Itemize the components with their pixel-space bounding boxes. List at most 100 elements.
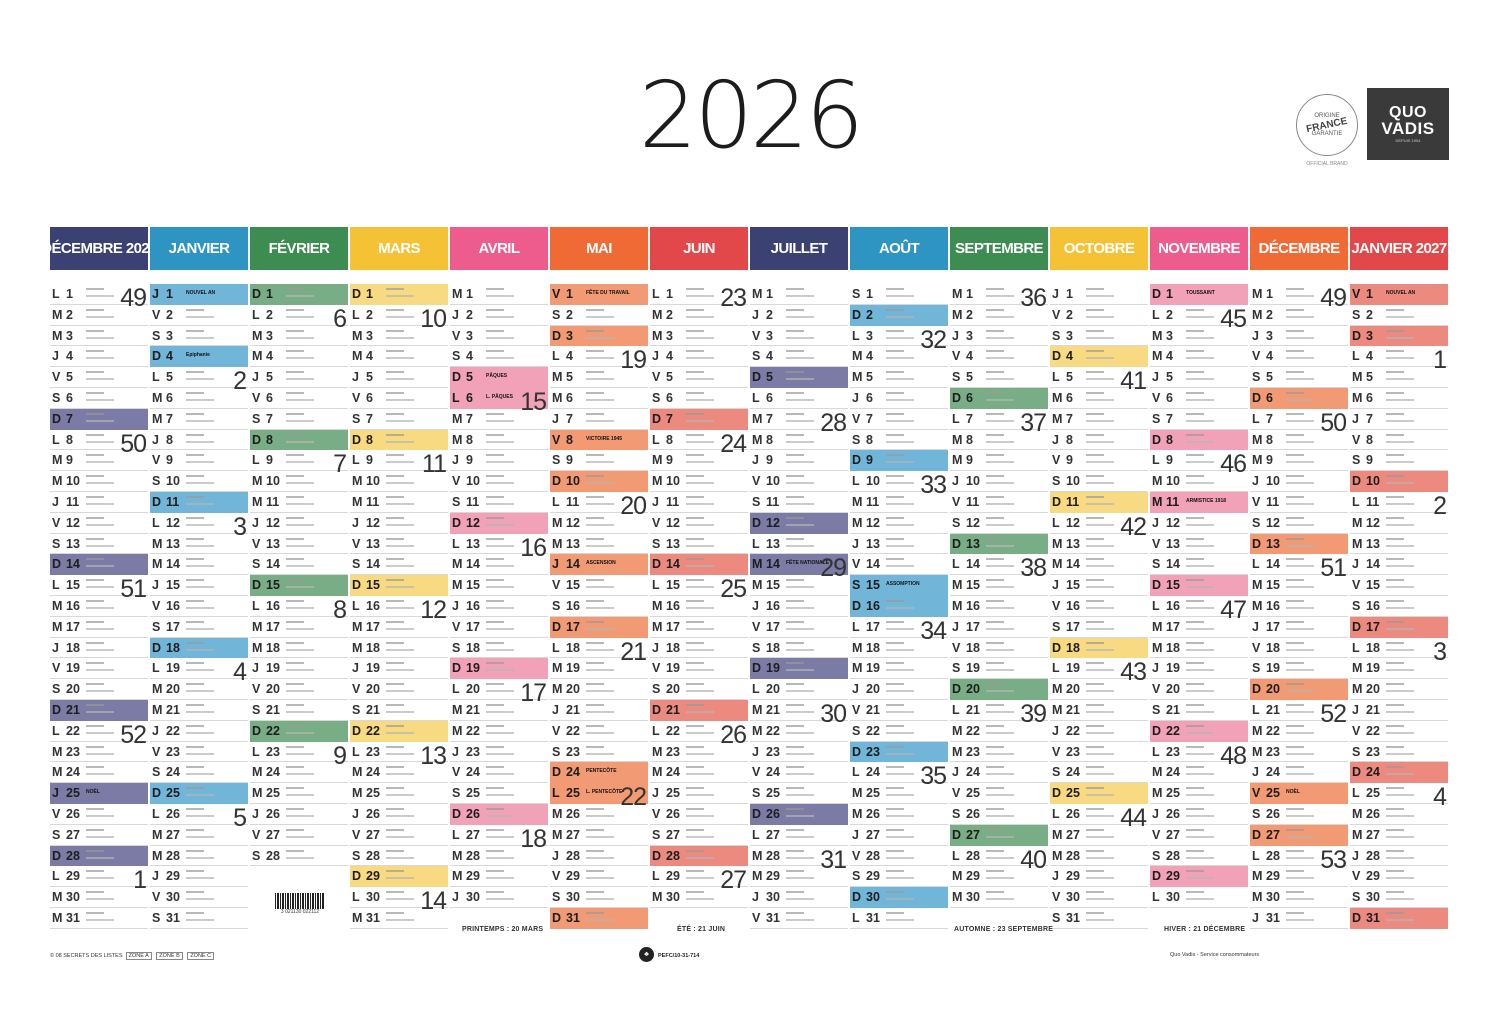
weekday-letter: V bbox=[352, 827, 361, 842]
day-row: V 27 bbox=[350, 825, 448, 846]
day-row: M 15 bbox=[750, 575, 848, 596]
day-number: 7 bbox=[666, 411, 673, 426]
saint-name-line bbox=[286, 662, 304, 665]
weekday-letter: M bbox=[752, 432, 763, 447]
weekday-letter: S bbox=[1152, 557, 1161, 572]
saint-name-line bbox=[386, 412, 404, 415]
weekday-letter: S bbox=[652, 827, 661, 842]
weekday-letter: L bbox=[452, 536, 460, 551]
day-row: S 11 bbox=[450, 492, 548, 513]
saint-name-line bbox=[686, 579, 704, 582]
saint-name-line bbox=[586, 690, 614, 693]
weekday-letter: V bbox=[852, 557, 861, 572]
saint-name-line bbox=[986, 849, 1004, 852]
saint-name-line bbox=[686, 648, 714, 651]
saint-name-line bbox=[586, 357, 614, 360]
day-row: D 15 bbox=[350, 575, 448, 596]
day-number: 13 bbox=[666, 536, 680, 551]
day-row: J 29 bbox=[1050, 866, 1148, 888]
day-row: M 16 bbox=[950, 596, 1048, 617]
saint-name-line bbox=[386, 440, 414, 443]
day-number: 8 bbox=[966, 432, 973, 447]
saint-name-line bbox=[1086, 807, 1104, 810]
day-number: 5 bbox=[566, 370, 573, 385]
saint-name-line bbox=[386, 433, 404, 436]
saint-name-line bbox=[686, 475, 704, 478]
weekday-letter: J bbox=[152, 869, 159, 884]
saint-name-line bbox=[1086, 482, 1114, 485]
month-column: MARS D 1 L 2 M 3 M 4 J 5 V 6 S 7 D 8 L 9 M 10 M 11 J 12 V 13 S 14 D 15… bbox=[350, 227, 448, 932]
weekday-letter: M bbox=[552, 661, 563, 676]
saint-name-line bbox=[86, 579, 104, 582]
saint-name-line bbox=[786, 918, 814, 921]
weekday-letter: D bbox=[152, 494, 162, 509]
day-number: 17 bbox=[666, 619, 680, 634]
day-number: 30 bbox=[1266, 890, 1280, 905]
month-column: JUILLET M 1 J 2 V 3 S 4 D 5 L 6 M 7 M 8 J 9 V 10 S 11 D 12 L 13 M 14… bbox=[750, 227, 848, 932]
day-number: 31 bbox=[66, 910, 80, 925]
weekday-letter: M bbox=[852, 494, 863, 509]
day-row: V 15 bbox=[1350, 575, 1448, 596]
saint-name-line bbox=[386, 891, 404, 894]
weekday-letter: M bbox=[652, 890, 663, 905]
weekday-letter: L bbox=[1252, 557, 1260, 572]
day-number: 3 bbox=[66, 328, 73, 343]
weekday-letter: M bbox=[552, 827, 563, 842]
saint-name-line bbox=[86, 766, 104, 769]
day-number: 12 bbox=[566, 515, 580, 530]
day-row: L 28 bbox=[950, 846, 1048, 867]
saint-name-line bbox=[386, 807, 404, 810]
saint-name-line bbox=[186, 620, 204, 623]
saint-name-line bbox=[286, 745, 304, 748]
weekday-letter: D bbox=[1152, 578, 1162, 593]
day-number: 14 bbox=[366, 557, 380, 572]
saint-name-line bbox=[1386, 731, 1414, 734]
saint-name-line bbox=[886, 440, 914, 443]
weekday-letter: V bbox=[252, 682, 261, 697]
day-number: 1 bbox=[366, 287, 373, 301]
day-row: M 11 bbox=[350, 492, 448, 513]
weekday-letter: M bbox=[1152, 786, 1163, 801]
day-number: 11 bbox=[566, 494, 580, 509]
weekday-letter: V bbox=[1052, 744, 1061, 759]
day-number: 8 bbox=[66, 432, 73, 447]
saint-name-line bbox=[1286, 814, 1314, 817]
saint-name-line bbox=[1086, 849, 1104, 852]
day-row: M 18 bbox=[250, 638, 348, 659]
weekday-letter: J bbox=[952, 765, 959, 780]
saint-name-line bbox=[786, 357, 814, 360]
day-row: M 30 bbox=[50, 887, 148, 908]
weekday-letter: L bbox=[852, 910, 860, 925]
saint-name-line bbox=[286, 391, 304, 394]
day-number: 18 bbox=[1166, 640, 1180, 655]
day-number: 5 bbox=[1066, 370, 1073, 385]
saint-name-line bbox=[486, 703, 504, 706]
saint-name-line bbox=[86, 419, 114, 422]
saint-name-line bbox=[1286, 835, 1314, 838]
saint-name-line bbox=[486, 641, 504, 644]
saint-name-line bbox=[1386, 461, 1414, 464]
weekday-letter: J bbox=[52, 786, 59, 801]
day-number: 23 bbox=[866, 744, 880, 759]
saint-name-line bbox=[686, 371, 704, 374]
weekday-letter: J bbox=[1252, 619, 1259, 634]
saint-name-line bbox=[1186, 329, 1204, 332]
saint-name-line bbox=[1386, 877, 1414, 880]
saint-name-line bbox=[986, 794, 1014, 797]
weekday-letter: M bbox=[252, 619, 263, 634]
day-row: S 27 bbox=[650, 825, 748, 846]
weekday-letter: J bbox=[1052, 578, 1059, 593]
weekday-letter: L bbox=[752, 682, 760, 697]
day-number: 13 bbox=[566, 536, 580, 551]
day-number: 31 bbox=[766, 910, 780, 925]
month-header: JANVIER bbox=[150, 227, 248, 270]
day-row: L 15 bbox=[650, 575, 748, 596]
day-list: L 1 M 2 M 3 J 4 V 5 S 6 D 7 L 8 M 9 M 10 J 11 V 12 S 13 D 14 L 15 M 16 M… bbox=[50, 284, 148, 929]
saint-name-line bbox=[786, 773, 814, 776]
day-row: V 20 bbox=[1150, 679, 1248, 700]
